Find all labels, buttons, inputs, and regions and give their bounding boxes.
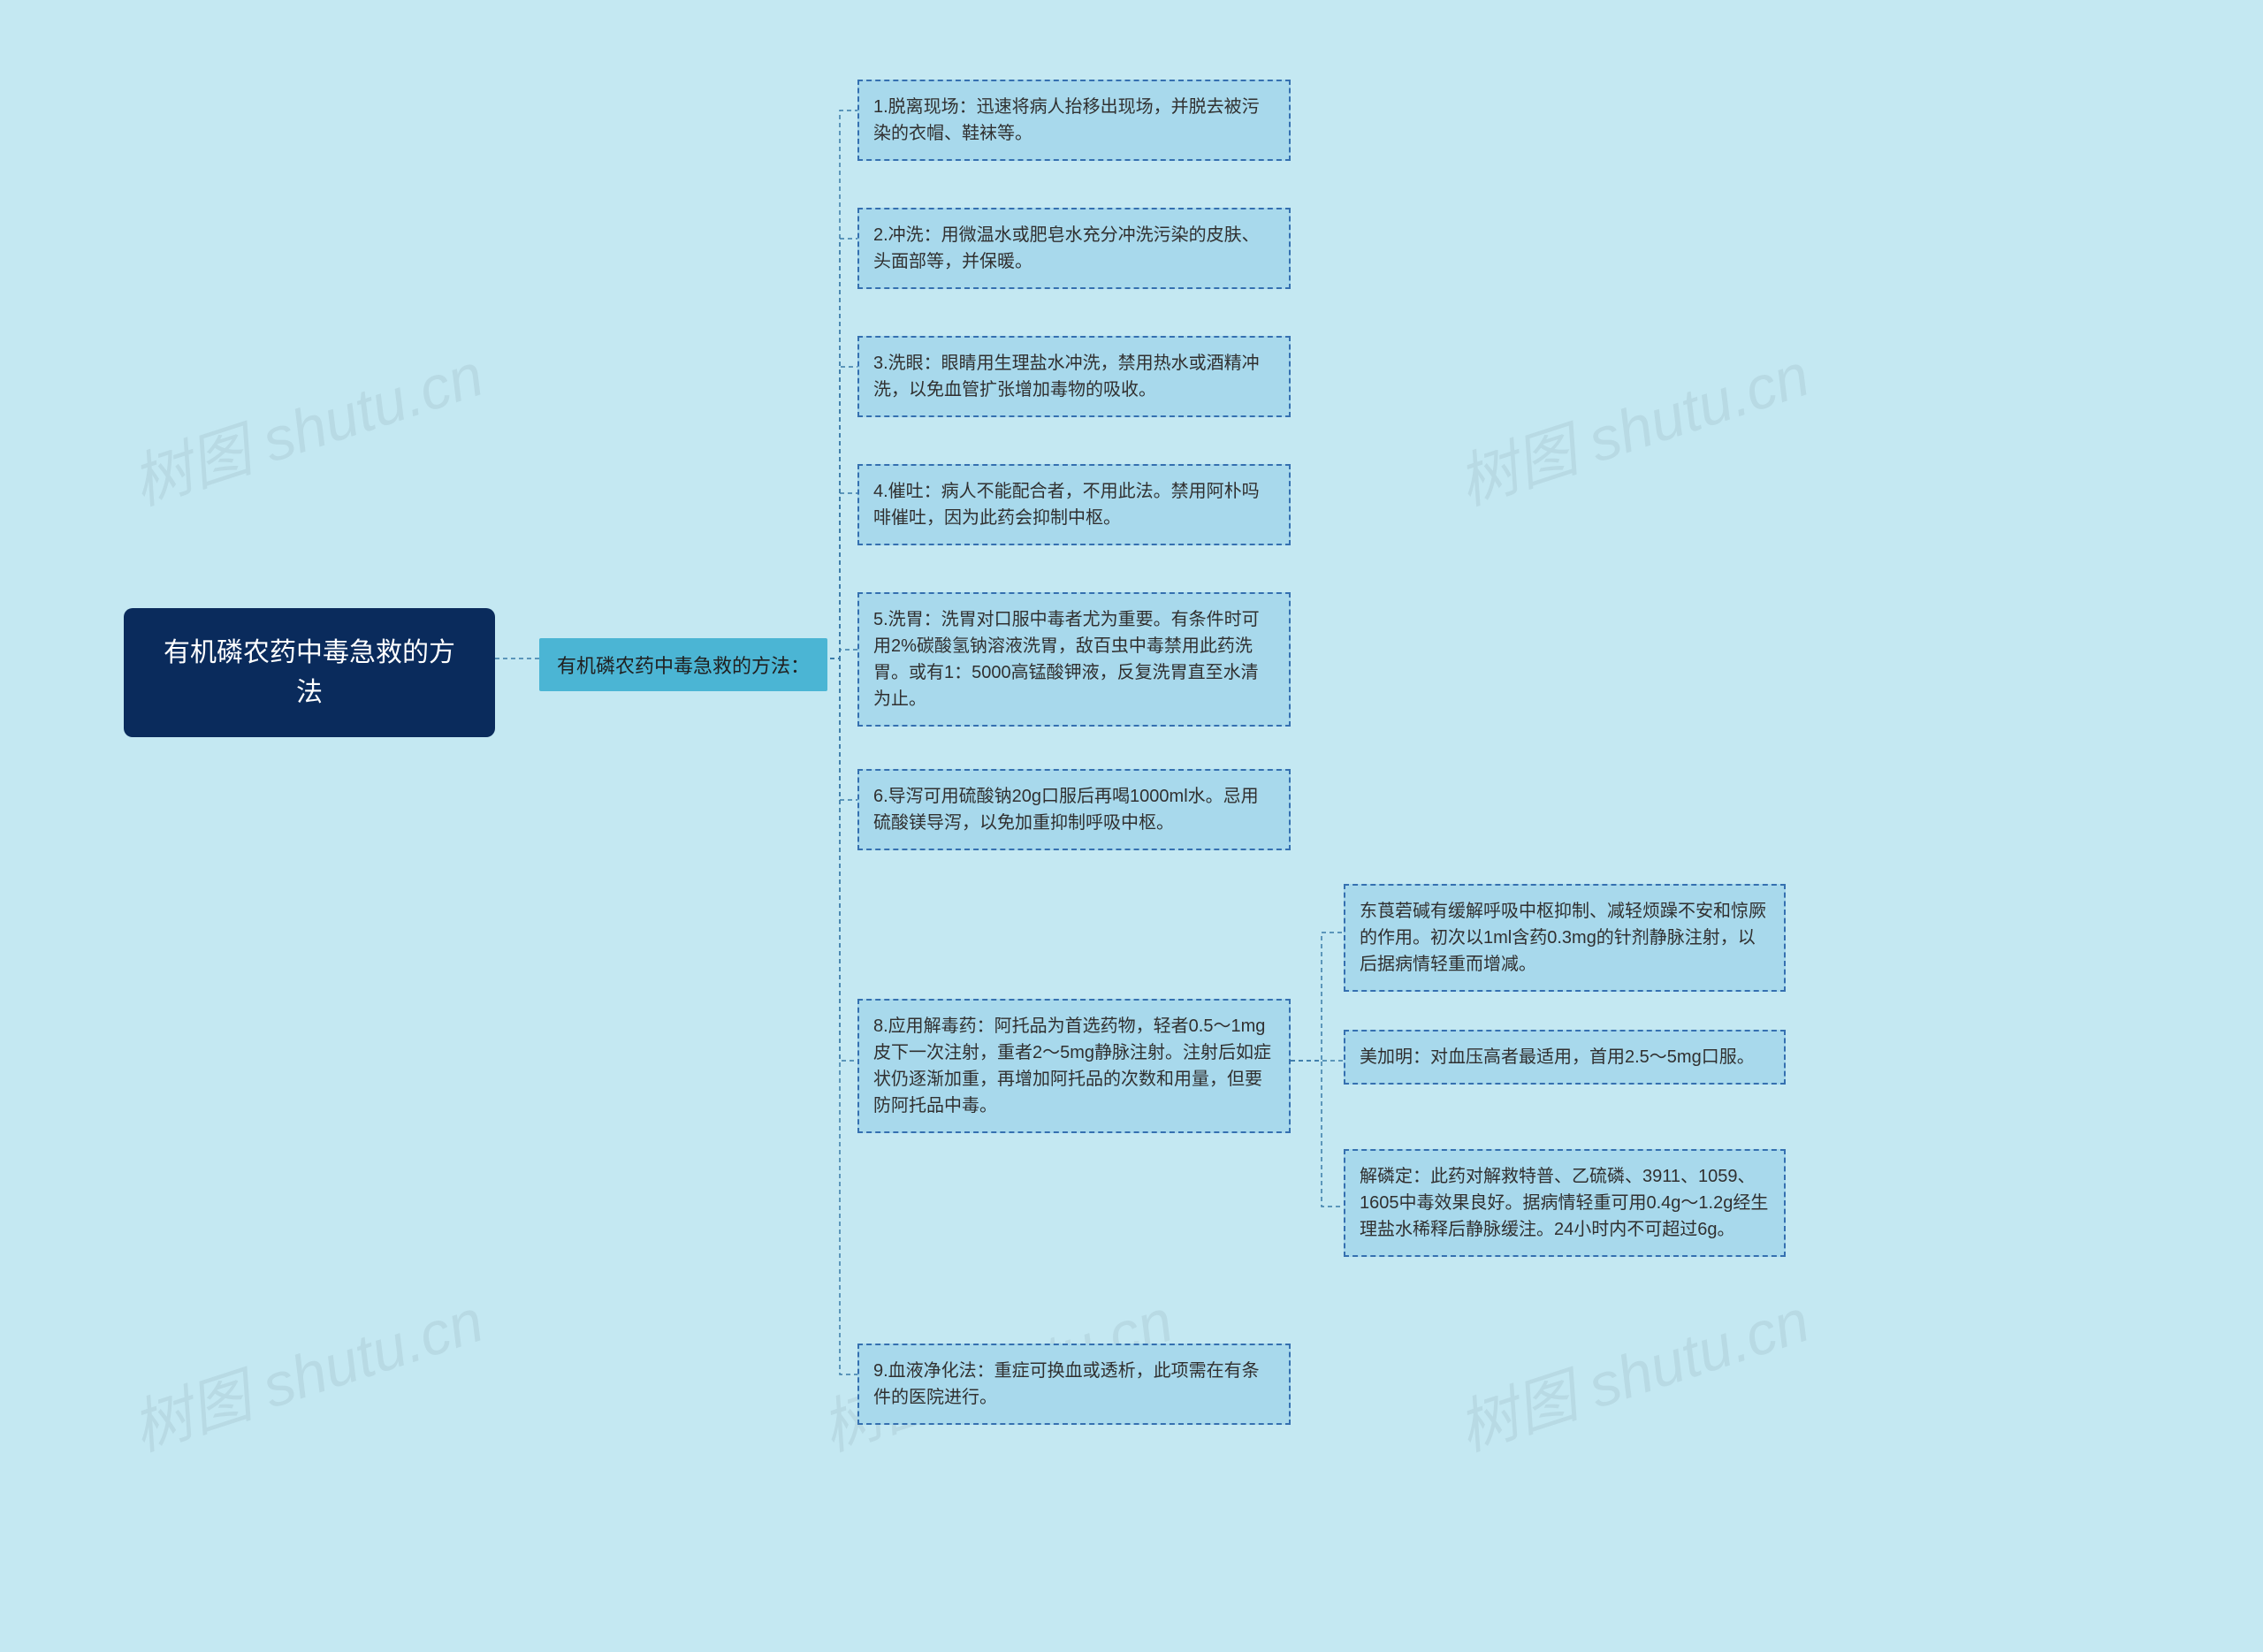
level2-node: 有机磷农药中毒急救的方法： xyxy=(539,638,827,691)
leaf-text: 4.催吐：病人不能配合者，不用此法。禁用阿朴吗啡催吐，因为此药会抑制中枢。 xyxy=(873,482,1260,528)
subleaf-node-1: 东莨菪碱有缓解呼吸中枢抑制、减轻烦躁不安和惊厥的作用。初次以1ml含药0.3mg… xyxy=(1344,884,1786,992)
subleaf-node-2: 美加明：对血压高者最适用，首用2.5～5mg口服。 xyxy=(1344,1030,1786,1085)
root-node: 有机磷农药中毒急救的方法 xyxy=(124,608,495,737)
subleaf-node-3: 解磷定：此药对解救特普、乙硫磷、3911、1059、1605中毒效果良好。据病情… xyxy=(1344,1149,1786,1257)
root-node-text: 有机磷农药中毒急救的方法 xyxy=(164,638,455,707)
watermark: 树图 shutu.cn xyxy=(1445,1272,1818,1467)
leaf-node-4: 4.催吐：病人不能配合者，不用此法。禁用阿朴吗啡催吐，因为此药会抑制中枢。 xyxy=(857,464,1291,545)
leaf-node-5: 5.洗胃：洗胃对口服中毒者尤为重要。有条件时可用2%碳酸氢钠溶液洗胃，敌百虫中毒… xyxy=(857,592,1291,727)
subleaf-text: 解磷定：此药对解救特普、乙硫磷、3911、1059、1605中毒效果良好。据病情… xyxy=(1360,1167,1768,1239)
leaf-text: 9.血液净化法：重症可换血或透析，此项需在有条件的医院进行。 xyxy=(873,1361,1260,1407)
leaf-node-9: 9.血液净化法：重症可换血或透析，此项需在有条件的医院进行。 xyxy=(857,1344,1291,1425)
leaf-node-1: 1.脱离现场：迅速将病人抬移出现场，并脱去被污染的衣帽、鞋袜等。 xyxy=(857,80,1291,161)
leaf-text: 2.冲洗：用微温水或肥皂水充分冲洗污染的皮肤、头面部等，并保暖。 xyxy=(873,225,1260,271)
leaf-text: 1.脱离现场：迅速将病人抬移出现场，并脱去被污染的衣帽、鞋袜等。 xyxy=(873,97,1260,143)
watermark: 树图 shutu.cn xyxy=(119,326,492,521)
leaf-text: 6.导泻可用硫酸钠20g口服后再喝1000ml水。忌用硫酸镁导泻，以免加重抑制呼… xyxy=(873,787,1259,833)
leaf-node-3: 3.洗眼：眼睛用生理盐水冲洗，禁用热水或酒精冲洗，以免血管扩张增加毒物的吸收。 xyxy=(857,336,1291,417)
leaf-text: 3.洗眼：眼睛用生理盐水冲洗，禁用热水或酒精冲洗，以免血管扩张增加毒物的吸收。 xyxy=(873,354,1260,400)
leaf-node-8: 8.应用解毒药：阿托品为首选药物，轻者0.5～1mg皮下一次注射，重者2～5mg… xyxy=(857,999,1291,1133)
leaf-node-6: 6.导泻可用硫酸钠20g口服后再喝1000ml水。忌用硫酸镁导泻，以免加重抑制呼… xyxy=(857,769,1291,850)
subleaf-text: 美加明：对血压高者最适用，首用2.5～5mg口服。 xyxy=(1360,1047,1755,1067)
leaf-node-2: 2.冲洗：用微温水或肥皂水充分冲洗污染的皮肤、头面部等，并保暖。 xyxy=(857,208,1291,289)
subleaf-text: 东莨菪碱有缓解呼吸中枢抑制、减轻烦躁不安和惊厥的作用。初次以1ml含药0.3mg… xyxy=(1360,902,1766,974)
watermark: 树图 shutu.cn xyxy=(1445,326,1818,521)
leaf-text: 8.应用解毒药：阿托品为首选药物，轻者0.5～1mg皮下一次注射，重者2～5mg… xyxy=(873,1016,1271,1115)
leaf-text: 5.洗胃：洗胃对口服中毒者尤为重要。有条件时可用2%碳酸氢钠溶液洗胃，敌百虫中毒… xyxy=(873,610,1260,709)
level2-node-text: 有机磷农药中毒急救的方法： xyxy=(557,655,810,677)
watermark: 树图 shutu.cn xyxy=(119,1272,492,1467)
